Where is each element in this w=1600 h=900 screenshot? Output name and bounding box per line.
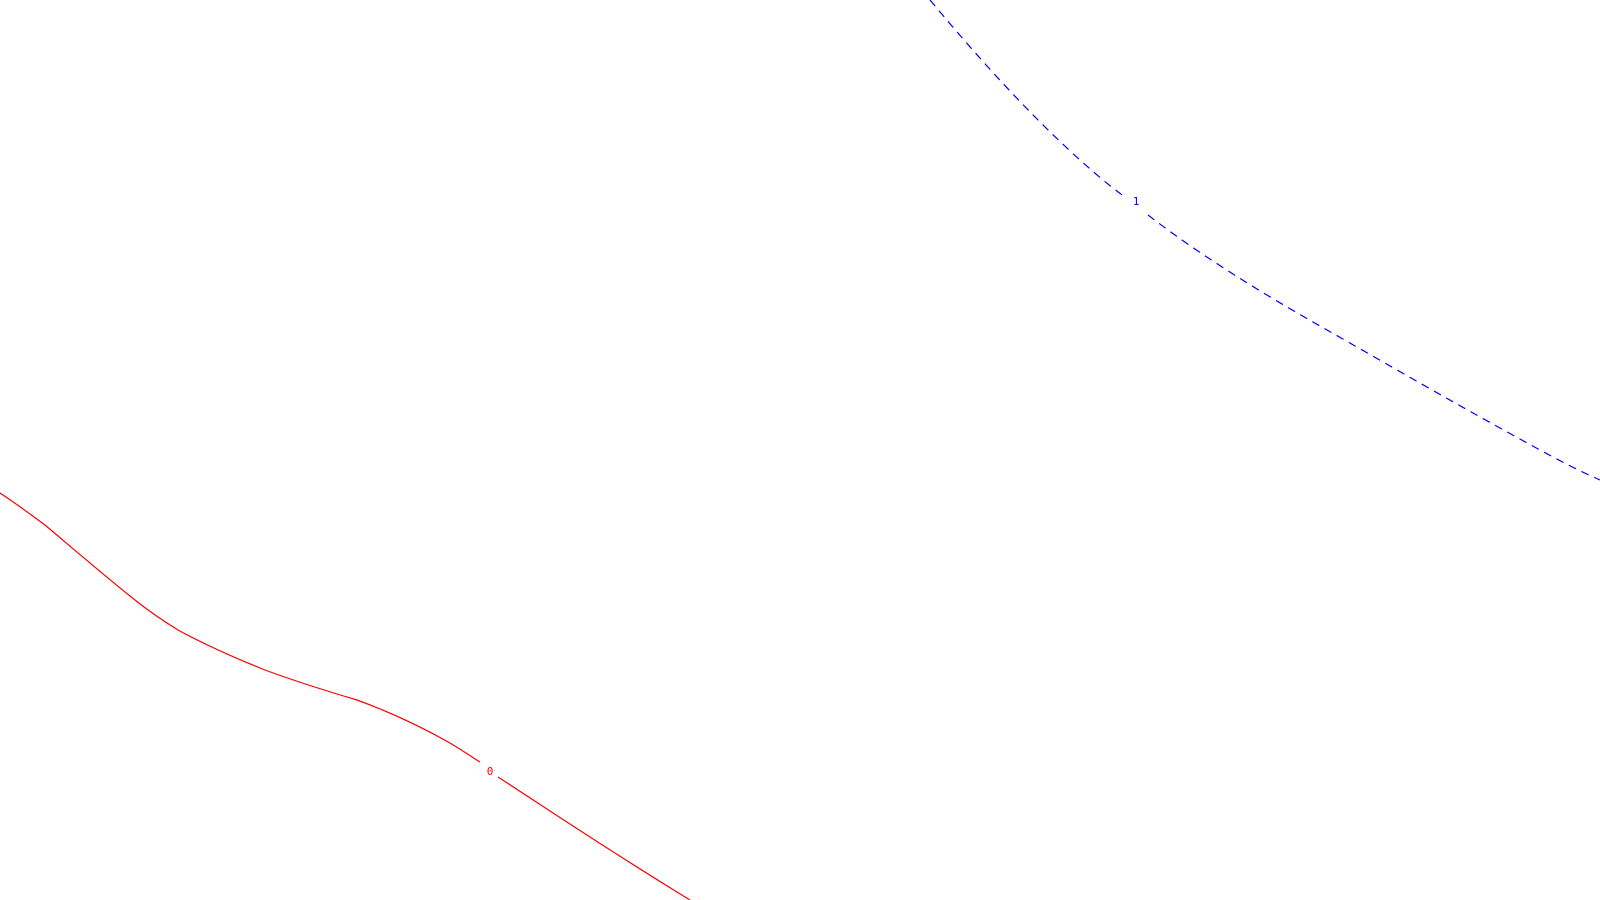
contour-1-label: 1: [1133, 195, 1140, 208]
contour-0: 0: [0, 492, 691, 900]
contour-0-label: 0: [487, 765, 494, 778]
contour-1: 1: [929, 0, 1600, 481]
contour-0-line: [0, 492, 691, 900]
contour-1-line: [929, 0, 1600, 481]
